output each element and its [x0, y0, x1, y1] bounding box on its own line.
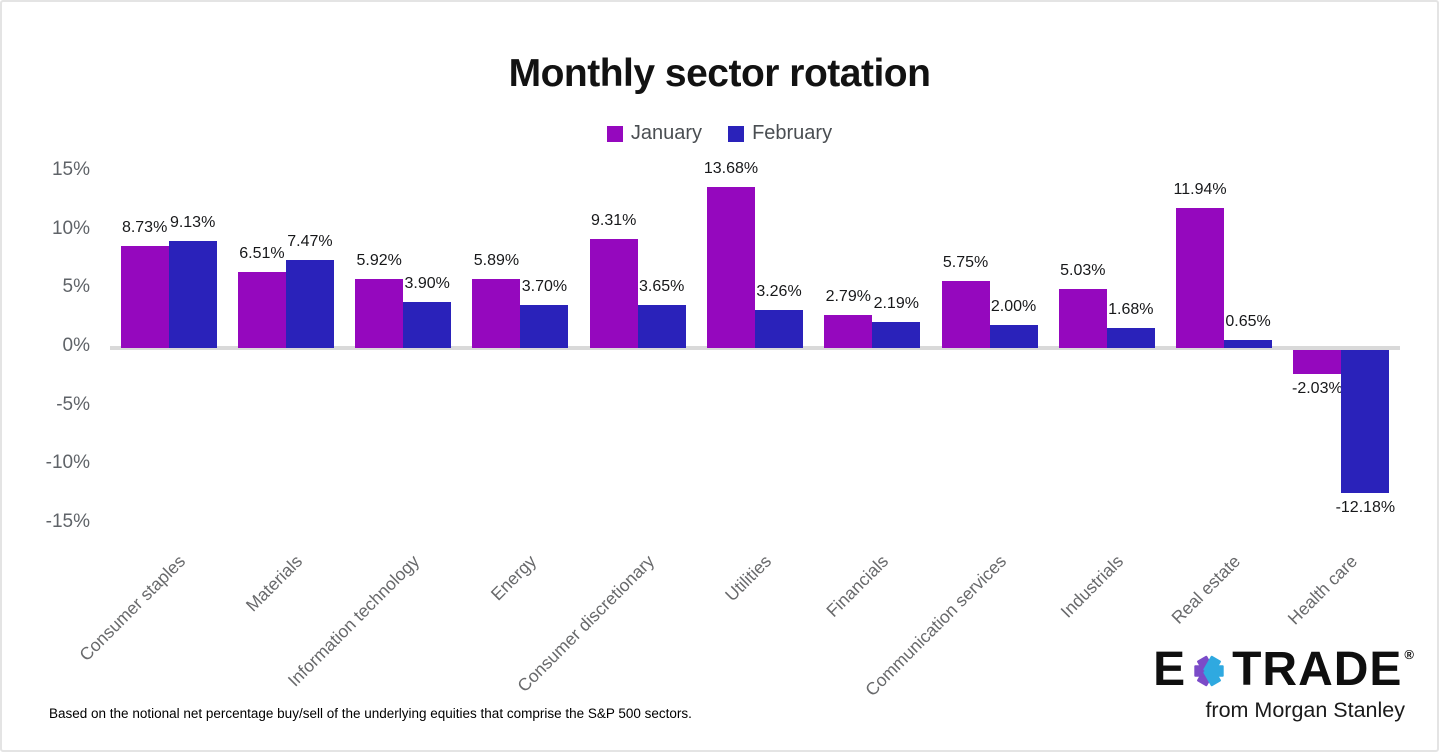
bar-january-communication-services [941, 280, 990, 348]
bar-february-materials [285, 260, 334, 348]
x-axis-label-energy: Energy [487, 551, 541, 605]
y-axis-tick-label: -10% [45, 452, 90, 474]
value-label-february-industrials: 1.68% [1108, 301, 1154, 319]
bar-february-consumer-discretionary [637, 305, 686, 348]
bar-february-health-care [1341, 350, 1390, 493]
value-label-january-communication-services: 5.75% [942, 253, 989, 271]
legend-label: February [752, 122, 833, 144]
legend-item-january: January [606, 122, 703, 145]
value-label-january-consumer-staples: 8.73% [121, 218, 168, 236]
x-axis-label-communication-services: Communication services [860, 551, 1010, 700]
bar-february-communication-services [989, 324, 1038, 348]
value-label-january-real-estate: 11.94% [1173, 180, 1227, 198]
value-label-february-utilities: 3.26% [756, 282, 802, 300]
y-axis-tick-label: 5% [62, 276, 90, 298]
y-axis-tick-label: -5% [56, 393, 90, 415]
bar-february-utilities [755, 309, 803, 348]
bar-january-materials [237, 271, 286, 348]
chart-footnote: Based on the notional net percentage buy… [49, 706, 692, 721]
x-axis-label-materials: Materials [241, 551, 307, 616]
bar-january-real-estate [1176, 207, 1225, 348]
value-label-february-materials: 7.47% [287, 233, 333, 251]
bar-january-information-technology [355, 278, 404, 348]
value-label-january-financials: 2.79% [825, 288, 871, 306]
y-axis-tick-label: 0% [62, 335, 90, 356]
x-axis-label-financials: Financials [822, 551, 893, 621]
logo-tagline: from Morgan Stanley [1205, 698, 1405, 722]
legend-swatch-january [606, 125, 623, 142]
asterisk-cyan-arms [1203, 655, 1224, 687]
etrade-logo: E TRADE ® from Morgan Stanley [1153, 646, 1415, 723]
registered-mark: ® [1404, 647, 1415, 662]
value-label-february-consumer-discretionary: 3.65% [639, 278, 685, 296]
bar-february-consumer-staples [168, 240, 217, 348]
chart-title: Monthly sector rotation [508, 52, 931, 95]
value-label-february-real-estate: 0.65% [1225, 313, 1271, 331]
bar-february-energy [520, 304, 569, 348]
bar-january-financials [824, 315, 873, 348]
value-label-january-industrials: 5.03% [1060, 261, 1106, 279]
x-axis-label-utilities: Utilities [721, 551, 776, 606]
bar-february-real-estate [1224, 340, 1273, 348]
logo-word-trade: TRADE [1232, 643, 1403, 696]
value-label-january-consumer-discretionary: 9.31% [591, 211, 637, 229]
x-axis-baseline [110, 346, 1400, 350]
x-axis-label-consumer-discretionary: Consumer discretionary [513, 551, 658, 696]
bar-january-industrials [1058, 288, 1107, 348]
bar-january-utilities [707, 187, 755, 348]
value-label-february-information-technology: 3.90% [404, 275, 450, 293]
chart-legend: January February [2, 122, 1437, 145]
etrade-wordmark: E TRADE ® [1153, 646, 1415, 694]
bar-january-consumer-discretionary [589, 238, 638, 348]
value-label-february-health-care: -12.18% [1335, 498, 1396, 516]
y-axis-tick-label: -15% [45, 511, 90, 532]
value-label-february-communication-services: 2.00% [990, 297, 1037, 315]
logo-letter-e: E [1153, 643, 1187, 696]
bar-february-industrials [1106, 328, 1155, 348]
bar-february-financials [872, 322, 921, 348]
value-label-january-energy: 5.89% [473, 251, 520, 269]
bar-january-consumer-staples [120, 245, 169, 348]
x-axis-label-industrials: Industrials [1056, 551, 1127, 622]
x-axis-label-consumer-staples: Consumer staples [74, 551, 189, 665]
value-label-january-health-care: -2.03% [1292, 379, 1343, 397]
value-label-february-energy: 3.70% [521, 277, 568, 295]
value-label-february-consumer-staples: 9.13% [169, 213, 216, 231]
etrade-asterisk-icon [1194, 655, 1224, 687]
bar-january-health-care [1293, 350, 1342, 374]
legend-label: January [630, 122, 703, 144]
value-label-february-financials: 2.19% [873, 295, 919, 313]
legend-item-february: February [728, 122, 832, 145]
bar-january-energy [472, 278, 521, 348]
x-axis-label-information-technology: Information technology [283, 551, 424, 691]
y-axis-tick-label: 15% [51, 159, 90, 180]
value-label-january-information-technology: 5.92% [356, 251, 402, 269]
y-axis-tick-label: 10% [51, 217, 90, 239]
legend-swatch-february [728, 125, 745, 142]
bar-february-information-technology [403, 302, 452, 348]
value-label-january-materials: 6.51% [239, 244, 285, 262]
value-label-january-utilities: 13.68% [703, 160, 759, 178]
